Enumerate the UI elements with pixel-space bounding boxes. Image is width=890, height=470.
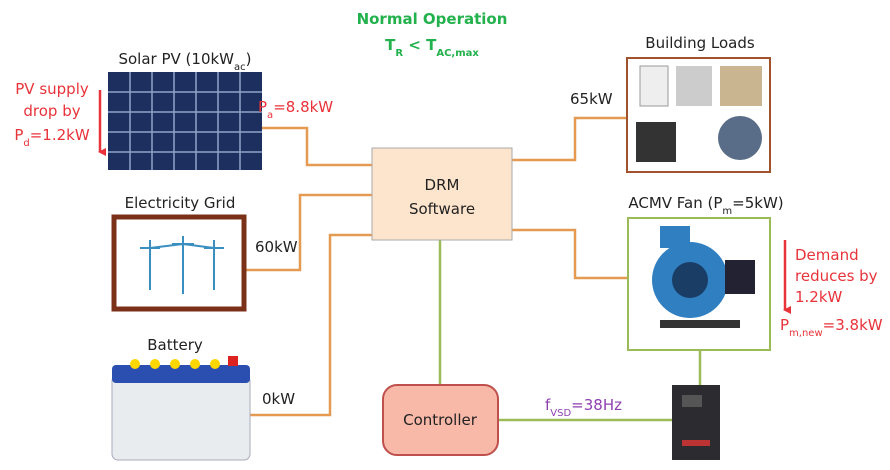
building-label: Building Loads (645, 34, 755, 52)
vsd-icon (672, 385, 720, 460)
demand-value: Pm,new=3.8kW (780, 316, 883, 339)
pv-note-value: Pd=1.2kW (14, 126, 90, 149)
subscript: ac (234, 62, 246, 73)
text-part: =5kW) (732, 194, 783, 212)
pv-note-line: drop by (23, 102, 80, 120)
text-part: P (258, 98, 267, 116)
text-part: =38Hz (571, 396, 622, 414)
solar-panel (108, 72, 262, 170)
grid-icon (114, 217, 244, 309)
text-part: =3.8kW (823, 316, 883, 334)
text-part: ACMV Fan (P (628, 194, 722, 212)
solar-power: Pa=8.8kW (258, 98, 333, 121)
condition: TR < TAC,max (385, 36, 479, 59)
fan-label: ACMV Fan (Pm=5kW) (628, 194, 783, 217)
drm-line: Software (409, 200, 475, 218)
text-part: P (780, 316, 789, 334)
vsd-signal: fVSD=38Hz (545, 396, 622, 419)
demand-line: 1.2kW (795, 288, 843, 306)
text-part: ) (246, 50, 252, 68)
drm-line: DRM (425, 176, 460, 194)
page: {"header":{"title":"Normal Operation","c… (0, 0, 890, 470)
subscript: m (722, 206, 732, 217)
subscript: VSD (550, 408, 571, 419)
text-part: P (14, 126, 23, 144)
subscript: m,new (789, 328, 823, 339)
building-icon (627, 58, 770, 172)
battery-label: Battery (147, 336, 203, 354)
grid-flow: 60kW (255, 238, 298, 256)
text-part: =1.2kW (30, 126, 90, 144)
demand-line: Demand (795, 246, 859, 264)
battery-flow: 0kW (262, 390, 295, 408)
text-part: < T (403, 36, 437, 54)
solar-label: Solar PV (10kWac) (118, 50, 251, 73)
text-part: =8.8kW (273, 98, 333, 116)
fan-icon (628, 218, 770, 350)
diagram: Normal Operation TR < TAC,max Solar PV (10… (0, 0, 890, 470)
battery-icon (112, 356, 250, 460)
pv-note-line: PV supply (15, 80, 89, 98)
building-flow: 65kW (570, 90, 613, 108)
subscript: AC,max (436, 48, 479, 59)
title: Normal Operation (357, 10, 508, 28)
text-part: Solar PV (10kW (118, 50, 234, 68)
controller-label: Controller (403, 411, 478, 429)
drm-box (372, 148, 512, 240)
grid-label: Electricity Grid (125, 194, 236, 212)
demand-line: reduces by (795, 267, 878, 285)
